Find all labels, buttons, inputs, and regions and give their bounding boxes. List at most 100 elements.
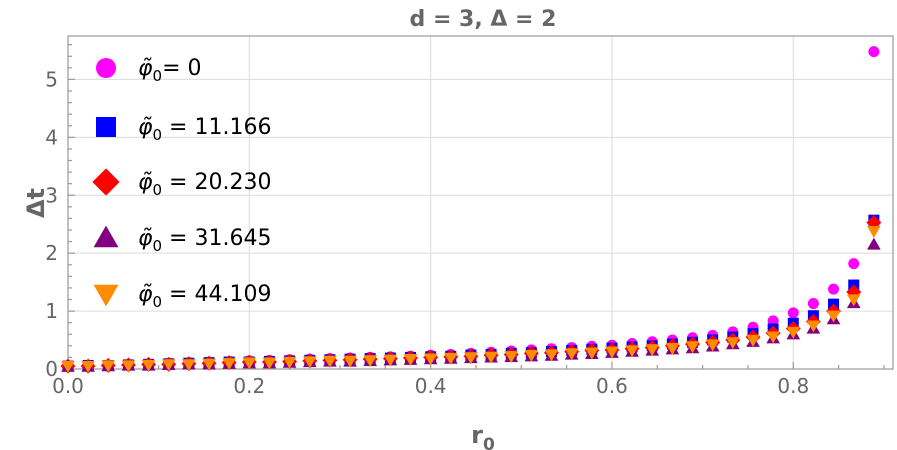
data-point-triangle-down xyxy=(705,339,720,352)
data-point-circle xyxy=(787,307,799,319)
data-point-triangle-down xyxy=(262,357,277,370)
data-point-triangle-down xyxy=(806,320,821,333)
legend-symbol: φ̃ xyxy=(138,226,153,251)
legend-label: φ̃0 = 20.230 xyxy=(138,170,271,199)
legend-entry: φ̃0 = 11.166 xyxy=(96,115,271,144)
axis-ticks: 0.0 0.2 0.4 0.6 0.8 0 1 2 3 4 5 xyxy=(45,44,885,398)
data-point-triangle-down xyxy=(161,359,176,372)
data-point-triangle-down xyxy=(625,345,639,358)
legend-entry: φ̃0 = 31.645 xyxy=(93,225,271,255)
data-point-triangle-down xyxy=(182,359,196,372)
legend-label: φ̃0 = 44.109 xyxy=(138,282,271,311)
data-point-triangle-down xyxy=(343,355,357,368)
y-tick-label: 5 xyxy=(45,67,58,91)
data-point-triangle-up xyxy=(867,237,881,250)
y-tick-label: 2 xyxy=(45,241,58,265)
data-point-triangle-down xyxy=(61,360,75,373)
legend-label: φ̃0 = 31.645 xyxy=(138,226,271,255)
x-axis-title: r0 xyxy=(471,421,495,450)
legend-value: = 0 xyxy=(162,56,201,81)
data-point-triangle-down xyxy=(524,349,539,362)
data-point-triangle-down xyxy=(101,360,116,373)
y-tick-label: 3 xyxy=(45,183,58,207)
legend-label: φ̃0= 0 xyxy=(138,56,202,85)
legend-subscript: 0 xyxy=(153,237,163,255)
data-point-triangle-down xyxy=(867,226,881,238)
data-point-triangle-down xyxy=(363,355,377,368)
data-point-triangle-down xyxy=(403,354,418,366)
legend-marker-triangle-up xyxy=(93,225,119,248)
legend-subscript: 0 xyxy=(153,293,163,311)
data-point-circle xyxy=(848,258,860,270)
legend-value: = 44.109 xyxy=(162,282,271,307)
plot-frame xyxy=(67,35,894,370)
legend-symbol: φ̃ xyxy=(138,170,153,195)
data-point-triangle-down xyxy=(282,356,297,369)
data-point-triangle-down xyxy=(665,343,680,355)
data-point-triangle-down xyxy=(605,346,619,359)
data-point-triangle-down xyxy=(242,357,257,370)
data-point-triangle-down xyxy=(766,331,780,344)
legend-subscript: 0 xyxy=(153,126,163,144)
x-axis-title-main: r xyxy=(471,421,483,449)
data-point-triangle-down xyxy=(423,353,438,366)
data-point-triangle-down xyxy=(222,358,237,371)
legend-marker-triangle-down xyxy=(93,284,119,307)
legend-entry: φ̃0 = 44.109 xyxy=(93,282,271,311)
x-tick-label: 0.6 xyxy=(596,374,628,398)
legend-symbol: φ̃ xyxy=(138,115,153,140)
legend-subscript: 0 xyxy=(153,67,163,85)
y-tick-label: 1 xyxy=(45,299,58,323)
data-point-triangle-down xyxy=(443,352,458,365)
x-tick-label: 0.8 xyxy=(777,374,809,398)
legend-value: = 20.230 xyxy=(162,170,271,195)
data-point-triangle-down xyxy=(323,355,337,368)
x-tick-label: 0.2 xyxy=(233,374,265,398)
data-points xyxy=(60,46,882,374)
legend-entry: φ̃0= 0 xyxy=(96,56,202,85)
data-point-triangle-down xyxy=(826,310,841,323)
legend-symbol: φ̃ xyxy=(138,56,153,81)
data-point-triangle-down xyxy=(121,360,136,373)
data-point-triangle-down xyxy=(685,341,700,354)
data-point-triangle-down xyxy=(786,326,801,339)
data-point-diamond xyxy=(846,284,862,300)
data-point-triangle-down xyxy=(846,294,861,307)
legend-symbol: φ̃ xyxy=(138,282,153,307)
x-tick-label: 0.0 xyxy=(52,374,84,398)
legend-marker-square xyxy=(96,117,116,137)
chart-title: d = 3, Δ = 2 xyxy=(410,7,557,32)
legend-value: = 11.166 xyxy=(162,115,271,140)
data-point-circle xyxy=(868,46,880,58)
legend-entry: φ̃0 = 20.230 xyxy=(92,168,271,199)
y-axis-title: Δt xyxy=(22,188,50,218)
data-point-triangle-down xyxy=(725,337,740,350)
data-point-triangle-down xyxy=(585,347,599,360)
data-point-triangle-down xyxy=(544,349,559,362)
data-point-triangle-down xyxy=(464,352,478,365)
series-triangle-down xyxy=(61,226,881,373)
y-tick-label: 0 xyxy=(45,357,58,381)
data-point-triangle-down xyxy=(746,334,760,347)
x-axis-title-sub: 0 xyxy=(483,435,495,450)
x-tick-label: 0.4 xyxy=(415,374,447,398)
data-point-triangle-down xyxy=(302,356,317,369)
data-point-triangle-down xyxy=(564,348,579,361)
data-point-triangle-down xyxy=(504,351,519,364)
data-point-triangle-down xyxy=(81,360,95,373)
data-point-triangle-down xyxy=(484,351,498,364)
data-point-circle xyxy=(828,283,840,295)
legend-label: φ̃0 = 11.166 xyxy=(138,115,271,144)
data-point-triangle-down xyxy=(202,358,216,371)
data-point-triangle-down xyxy=(645,344,660,357)
data-point-circle xyxy=(807,298,819,310)
legend-marker-diamond xyxy=(92,168,120,196)
legend-subscript: 0 xyxy=(153,181,163,199)
data-point-triangle-down xyxy=(383,354,398,367)
data-point-triangle-down xyxy=(141,359,156,372)
legend-marker-circle xyxy=(96,58,116,78)
legend-value: = 31.645 xyxy=(162,226,271,251)
y-tick-label: 4 xyxy=(45,125,58,149)
